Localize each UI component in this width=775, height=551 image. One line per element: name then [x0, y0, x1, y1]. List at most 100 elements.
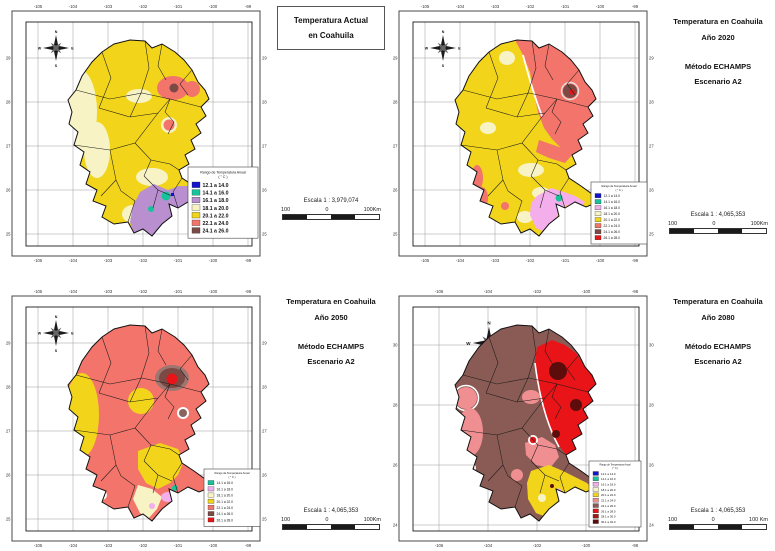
y-tick-label: 29 — [649, 55, 654, 60]
y-tick-label: 27 — [649, 143, 654, 148]
y-tick-label: 29 — [393, 55, 398, 60]
x-tick-label: -104 — [484, 543, 493, 548]
x-tick-label: -100 — [209, 543, 218, 548]
legend-units: ( ° C ) — [615, 188, 622, 192]
legend-swatch — [594, 235, 602, 240]
scale-ratio-text: Escala 1 : 4,065,353 — [690, 508, 746, 514]
y-tick-label: 29 — [262, 340, 267, 345]
title-line: Año 2050 — [314, 312, 348, 322]
y-tick-label: 28 — [262, 384, 267, 389]
legend-label: 24.1 a 26.0 — [604, 230, 621, 234]
scalebar-left-label: 100 — [668, 517, 678, 523]
temp-zone — [518, 163, 544, 177]
state-map-2050 — [67, 324, 210, 522]
legend-swatch — [191, 189, 201, 196]
legend-swatch — [594, 211, 602, 216]
legend-swatch — [592, 514, 599, 519]
side-panel: Temperatura en Coahuila Año 2020 Método … — [663, 0, 773, 275]
scale-block: Escala 1 : 4,065,353 100 0 100Km — [276, 508, 386, 530]
legend-swatch — [592, 471, 599, 476]
y-tick-label: 26 — [6, 472, 11, 477]
legend-swatch — [592, 482, 599, 487]
legend-units: ( ° C ) — [218, 175, 227, 179]
scalebar-labels: 100 0 100Km — [281, 207, 381, 213]
y-tick-label: 27 — [262, 143, 267, 148]
temp-zone — [128, 388, 154, 414]
scalebar-labels: 100 0 100 Km — [668, 517, 768, 523]
scale-block: Escala 1 : 3,979,074 100 0 100Km — [276, 198, 386, 220]
legend-swatch — [592, 487, 599, 492]
title-line: Año 2080 — [701, 312, 735, 322]
x-tick-label: -101 — [561, 4, 570, 9]
x-tick-label: -103 — [104, 543, 113, 548]
x-tick-label: -99 — [245, 258, 252, 263]
map-title: Temperatura Actual en Coahuila — [277, 6, 385, 51]
x-tick-label: -105 — [34, 289, 43, 294]
legend-swatch — [592, 508, 599, 513]
scalebar-center-label: 0 — [325, 517, 329, 523]
temp-zone — [169, 83, 179, 93]
x-tick-label: -104 — [69, 289, 78, 294]
map-outer-frame — [398, 10, 648, 257]
x-tick-label: -104 — [456, 258, 465, 263]
y-tick-label: 27 — [6, 143, 11, 148]
map-title: Temperatura en Coahuila Año 2080 Método … — [663, 294, 773, 370]
legend-label: 22.1 a 24.0 — [203, 221, 229, 227]
title-line: Escenario A2 — [694, 357, 742, 367]
legend-swatch — [207, 498, 215, 504]
map-plot-frame — [25, 21, 253, 247]
legend-swatch — [592, 476, 599, 481]
temp-zone — [171, 193, 174, 196]
y-tick-label: 25 — [262, 516, 267, 521]
legend-units: ( ° C ) — [228, 475, 235, 479]
legend-label: 26.1 a 28.0 — [217, 518, 234, 522]
x-tick-label: -100 — [582, 543, 591, 548]
legend-label: 12.1 a 14.0 — [203, 183, 229, 189]
map-legend: Rango de Temperatura Anual( ° C ) 12.1 a … — [187, 166, 259, 239]
legend-label: 16.1 a 18.0 — [604, 206, 621, 210]
y-tick-label: 26 — [262, 472, 267, 477]
x-tick-label: -98 — [632, 543, 639, 548]
x-tick-label: -102 — [139, 4, 148, 9]
legend-label: 20.1 a 22.0 — [601, 493, 616, 497]
y-tick-label: 28 — [262, 99, 267, 104]
x-tick-label: -100 — [596, 4, 605, 9]
x-tick-label: -101 — [174, 289, 183, 294]
x-tick-label: -106 — [435, 289, 444, 294]
y-tick-label: 30 — [649, 342, 654, 347]
y-tick-label: 27 — [6, 428, 11, 433]
y-tick-label: 29 — [6, 340, 11, 345]
legend-swatch — [592, 519, 599, 524]
x-tick-label: -103 — [104, 4, 113, 9]
title-line: Temperatura en Coahuila — [673, 17, 763, 26]
map-legend: Rango de Temperatura Anual( ° C ) 12.1 a … — [590, 181, 648, 245]
scalebar-left-label: 100 — [281, 517, 291, 523]
x-tick-label: -104 — [484, 289, 493, 294]
scale-ratio-text: Escala 1 : 4,065,353 — [303, 508, 359, 514]
map-outer-frame — [398, 295, 648, 542]
legend-label: 26.1 a 28.0 — [601, 509, 616, 513]
x-tick-label: -104 — [456, 4, 465, 9]
map-title: Temperatura en Coahuila Año 2050 Método … — [276, 294, 386, 370]
y-tick-label: 26 — [262, 187, 267, 192]
legend-label: 22.1 a 24.0 — [604, 224, 621, 228]
y-tick-label: 26 — [649, 462, 654, 467]
temp-zone — [455, 387, 477, 409]
legend-swatch — [191, 181, 201, 188]
x-tick-label: -99 — [245, 543, 252, 548]
y-tick-label: 26 — [393, 187, 398, 192]
legend-label: 14.1 a 16.0 — [604, 200, 621, 204]
legend-swatch — [207, 492, 215, 498]
axis-ticks: -105 -105 -104 -104 -103 -103 -102 -102 -101 -101… — [6, 289, 268, 548]
legend-label: 12.1 a 14.0 — [601, 472, 616, 476]
title-line: Escenario A2 — [694, 77, 742, 87]
temp-zone — [569, 89, 575, 95]
x-tick-label: -102 — [533, 543, 542, 548]
y-tick-label: 25 — [6, 516, 11, 521]
legend-label: 20.1 a 22.0 — [604, 218, 621, 222]
scalebar-center-label: 0 — [325, 207, 329, 213]
x-tick-label: -105 — [34, 543, 43, 548]
y-tick-label: 30 — [393, 342, 398, 347]
legend-title: Rango de Temperatura Anual — [200, 171, 246, 175]
temp-zone — [161, 492, 175, 502]
